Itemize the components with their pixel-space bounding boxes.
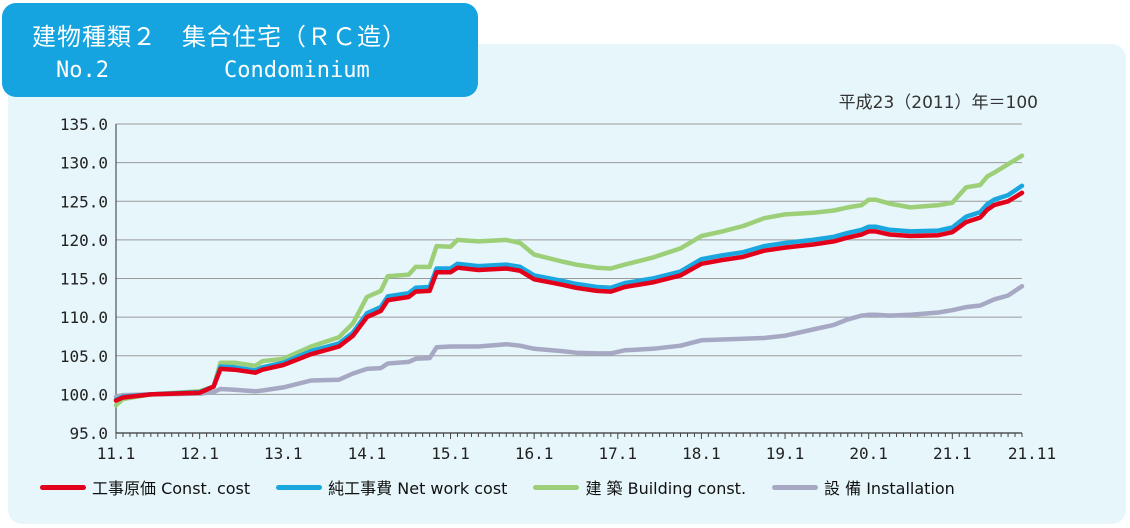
x-tick-label: 21.1 [933,444,972,463]
grid-lines [116,123,1022,395]
y-tick-label: 100.0 [60,385,108,404]
legend-item-installation: 設 備 Installation [772,475,955,499]
y-tick-label: 110.0 [60,308,108,327]
x-tick-label: 18.1 [682,444,721,463]
series-line-0 [113,190,1025,403]
y-tick-label: 95.0 [69,424,108,443]
legend-label-net-work-cost: 純工事費 Net work cost [328,479,508,498]
legend-label-installation: 設 備 Installation [824,479,955,498]
x-tick-label: 17.1 [599,444,638,463]
series-line-3 [113,283,1025,399]
legend-swatch-installation [772,484,819,490]
legend: 工事原価 Const. cost 純工事費 Net work cost 建 築 … [40,475,981,499]
legend-swatch-building-const [533,484,580,490]
y-tick-label: 130.0 [60,154,108,173]
x-tick-label: 11.1 [97,444,136,463]
legend-item-net-work-cost: 純工事費 Net work cost [276,475,507,499]
y-tick-label: 125.0 [60,192,108,211]
x-tick-label: 12.1 [180,444,219,463]
series-line-1 [113,183,1025,403]
y-tick-label: 135.0 [60,115,108,134]
legend-item-building-const: 建 築 Building const. [533,475,746,499]
chart-number: No.2 [56,58,109,83]
x-tick-label: 16.1 [515,444,554,463]
x-tick-label: 13.1 [264,444,303,463]
x-tick-label: 21.11 [1008,444,1056,463]
base-year-note: 平成23（2011）年＝100 [838,93,1038,113]
chart-title: 建物種類２ 集合住宅（ＲＣ造） [32,23,407,51]
x-tick-label: 20.1 [849,444,888,463]
series-line-2 [113,153,1025,408]
title-banner: 建物種類２ 集合住宅（ＲＣ造） No.2 Condominium [2,3,478,97]
y-tick-label: 120.0 [60,231,108,250]
axes: 135.0 130.0 125.0 120.0 115.0 110.0 105.0 100.0… [60,115,1056,463]
chart-title-english: Condominium [224,58,370,83]
legend-item-const-cost: 工事原価 Const. cost [40,475,250,499]
legend-swatch-net-work-cost [276,484,323,490]
x-tick-label: 14.1 [348,444,387,463]
legend-swatch-const-cost [40,484,86,490]
legend-label-building-const: 建 築 Building const. [585,479,747,498]
x-tick-label: 15.1 [431,444,470,463]
legend-label-const-cost: 工事原価 Const. cost [92,479,251,498]
x-tick-label: 19.1 [766,444,805,463]
y-tick-label: 105.0 [60,347,108,366]
series-lines [113,153,1025,408]
y-tick-label: 115.0 [60,270,108,289]
